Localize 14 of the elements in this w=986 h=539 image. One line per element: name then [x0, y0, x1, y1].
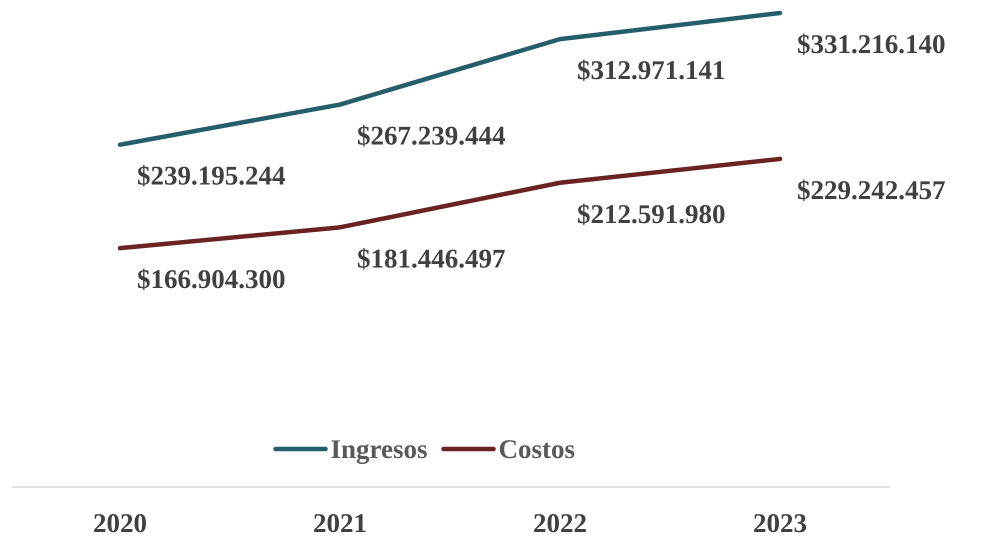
- data-label: $331.216.140: [797, 29, 946, 59]
- data-label: $181.446.497: [357, 243, 506, 274]
- legend-label: Ingresos: [330, 434, 428, 464]
- x-tick-label: 2022: [533, 508, 587, 538]
- data-label: $239.195.244: [137, 160, 286, 191]
- data-label: $212.591.980: [577, 198, 726, 229]
- data-label: $312.971.141: [577, 55, 726, 86]
- x-tick-label: 2020: [93, 508, 147, 538]
- data-label: $267.239.444: [357, 120, 506, 151]
- x-tick-label: 2023: [753, 508, 807, 538]
- data-label: $166.904.300: [137, 264, 286, 294]
- data-label: $229.242.457: [797, 174, 946, 205]
- legend-label: Costos: [498, 434, 576, 464]
- x-tick-label: 2021: [313, 508, 367, 538]
